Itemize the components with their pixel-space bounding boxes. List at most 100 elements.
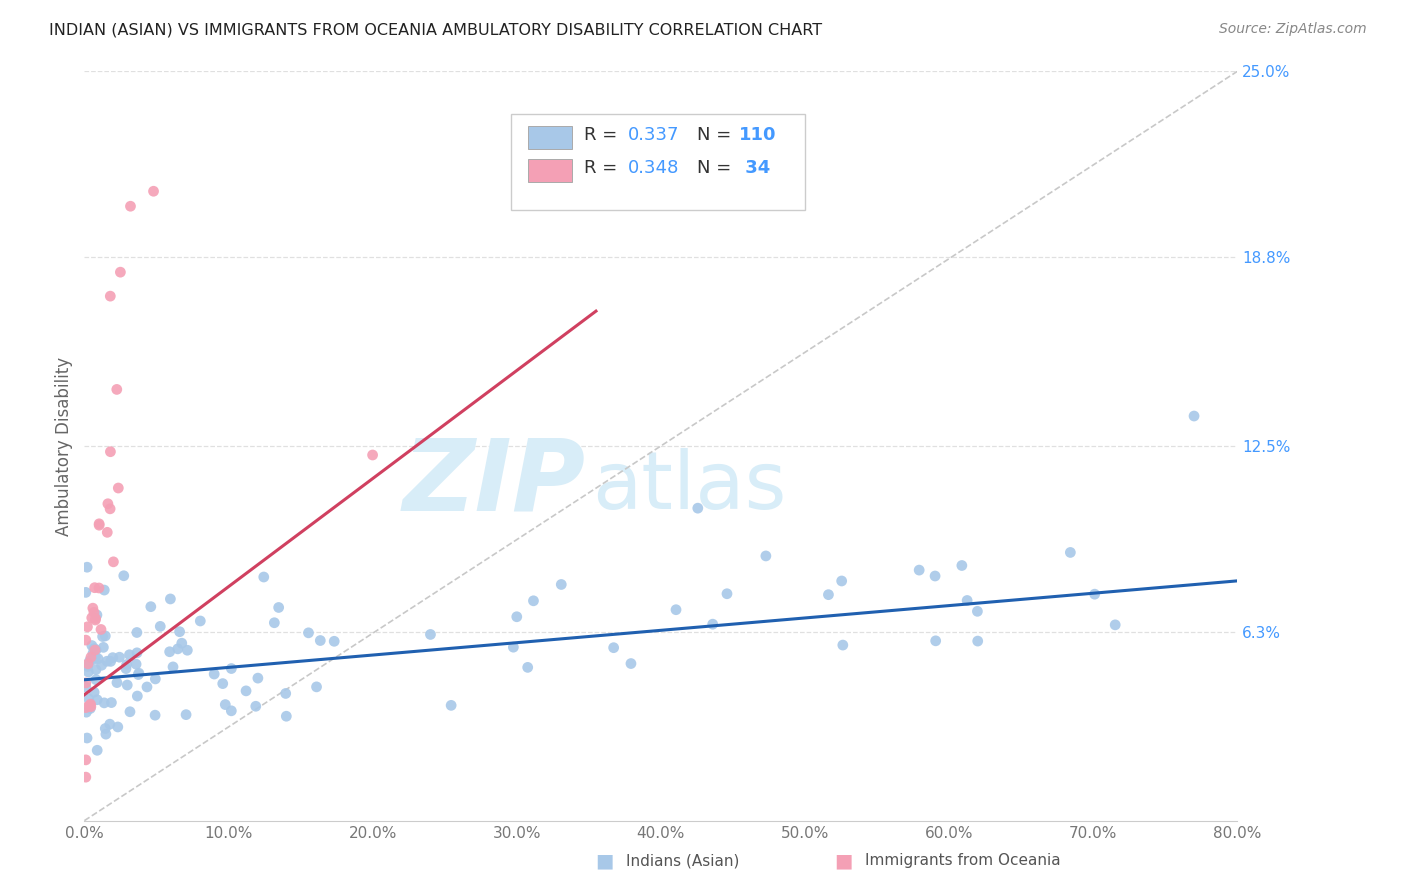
Point	[702, 617, 724, 632]
Point	[77, 665, 100, 679]
Point	[75, 676, 97, 690]
Point	[966, 634, 988, 648]
Point	[174, 707, 197, 722]
Text: R =: R =	[583, 126, 623, 144]
Point	[245, 699, 267, 714]
Point	[75, 705, 97, 719]
Point	[221, 704, 243, 718]
Text: Immigrants from Oceania: Immigrants from Oceania	[865, 854, 1060, 868]
Point	[93, 583, 115, 598]
Text: ■: ■	[595, 851, 614, 871]
Point	[82, 646, 104, 660]
Point	[125, 657, 148, 672]
Point	[950, 558, 973, 573]
Point	[440, 698, 463, 713]
Point	[620, 657, 643, 671]
Text: N =: N =	[696, 126, 737, 144]
Point	[79, 698, 101, 713]
Point	[115, 662, 138, 676]
Y-axis label: Ambulatory Disability: Ambulatory Disability	[55, 357, 73, 535]
Point	[89, 516, 111, 531]
Point	[86, 743, 108, 757]
Text: ■: ■	[834, 851, 853, 871]
Point	[84, 611, 107, 625]
Point	[309, 633, 332, 648]
FancyBboxPatch shape	[529, 126, 572, 149]
Text: 0.337: 0.337	[627, 126, 679, 144]
Point	[1182, 409, 1205, 423]
Point	[1104, 618, 1126, 632]
Point	[956, 593, 979, 607]
Text: ZIP: ZIP	[404, 435, 586, 532]
Text: N =: N =	[696, 159, 737, 177]
Point	[211, 676, 233, 690]
Point	[75, 770, 97, 784]
Point	[506, 609, 529, 624]
Point	[77, 692, 100, 706]
Point	[103, 555, 125, 569]
Point	[323, 634, 346, 648]
Point	[214, 698, 236, 712]
Point	[755, 549, 778, 563]
Point	[94, 629, 117, 643]
Point	[817, 588, 839, 602]
Point	[79, 697, 101, 711]
Point	[84, 643, 107, 657]
FancyBboxPatch shape	[510, 114, 806, 210]
Point	[83, 605, 105, 619]
Point	[162, 660, 184, 674]
Point	[142, 184, 165, 198]
Point	[97, 497, 120, 511]
Point	[253, 570, 276, 584]
Point	[128, 666, 150, 681]
Point	[93, 696, 115, 710]
Point	[502, 640, 524, 655]
Point	[96, 525, 118, 540]
Point	[76, 731, 98, 745]
Point	[246, 671, 269, 685]
Point	[125, 625, 148, 640]
Point	[117, 678, 139, 692]
Point	[118, 648, 141, 662]
Point	[101, 650, 124, 665]
Point	[76, 620, 98, 634]
Point	[84, 673, 107, 687]
Point	[75, 585, 97, 599]
Point	[908, 563, 931, 577]
Point	[105, 675, 128, 690]
Point	[143, 672, 166, 686]
Point	[1084, 587, 1107, 601]
Point	[149, 619, 172, 633]
Point	[100, 654, 122, 668]
Point	[127, 689, 149, 703]
Text: atlas: atlas	[592, 448, 786, 526]
Point	[235, 684, 257, 698]
Point	[82, 652, 104, 666]
Point	[91, 630, 114, 644]
Point	[665, 603, 688, 617]
Point	[90, 623, 112, 637]
Point	[82, 601, 104, 615]
Text: INDIAN (ASIAN) VS IMMIGRANTS FROM OCEANIA AMBULATORY DISABILITY CORRELATION CHAR: INDIAN (ASIAN) VS IMMIGRANTS FROM OCEANI…	[49, 22, 823, 37]
Point	[86, 607, 108, 622]
Point	[297, 625, 319, 640]
Point	[166, 641, 188, 656]
Point	[118, 705, 141, 719]
Point	[80, 650, 103, 665]
Point	[89, 518, 111, 533]
Point	[79, 654, 101, 668]
FancyBboxPatch shape	[529, 159, 572, 181]
Point	[87, 652, 110, 666]
Text: 0.348: 0.348	[627, 159, 679, 177]
Point	[221, 661, 243, 675]
Point	[100, 444, 122, 458]
Point	[79, 701, 101, 715]
Point	[120, 199, 142, 213]
Point	[202, 667, 225, 681]
Point	[98, 501, 121, 516]
Text: Indians (Asian): Indians (Asian)	[626, 854, 740, 868]
Point	[176, 643, 198, 657]
Point	[107, 481, 129, 495]
Point	[550, 577, 572, 591]
Point	[76, 560, 98, 574]
